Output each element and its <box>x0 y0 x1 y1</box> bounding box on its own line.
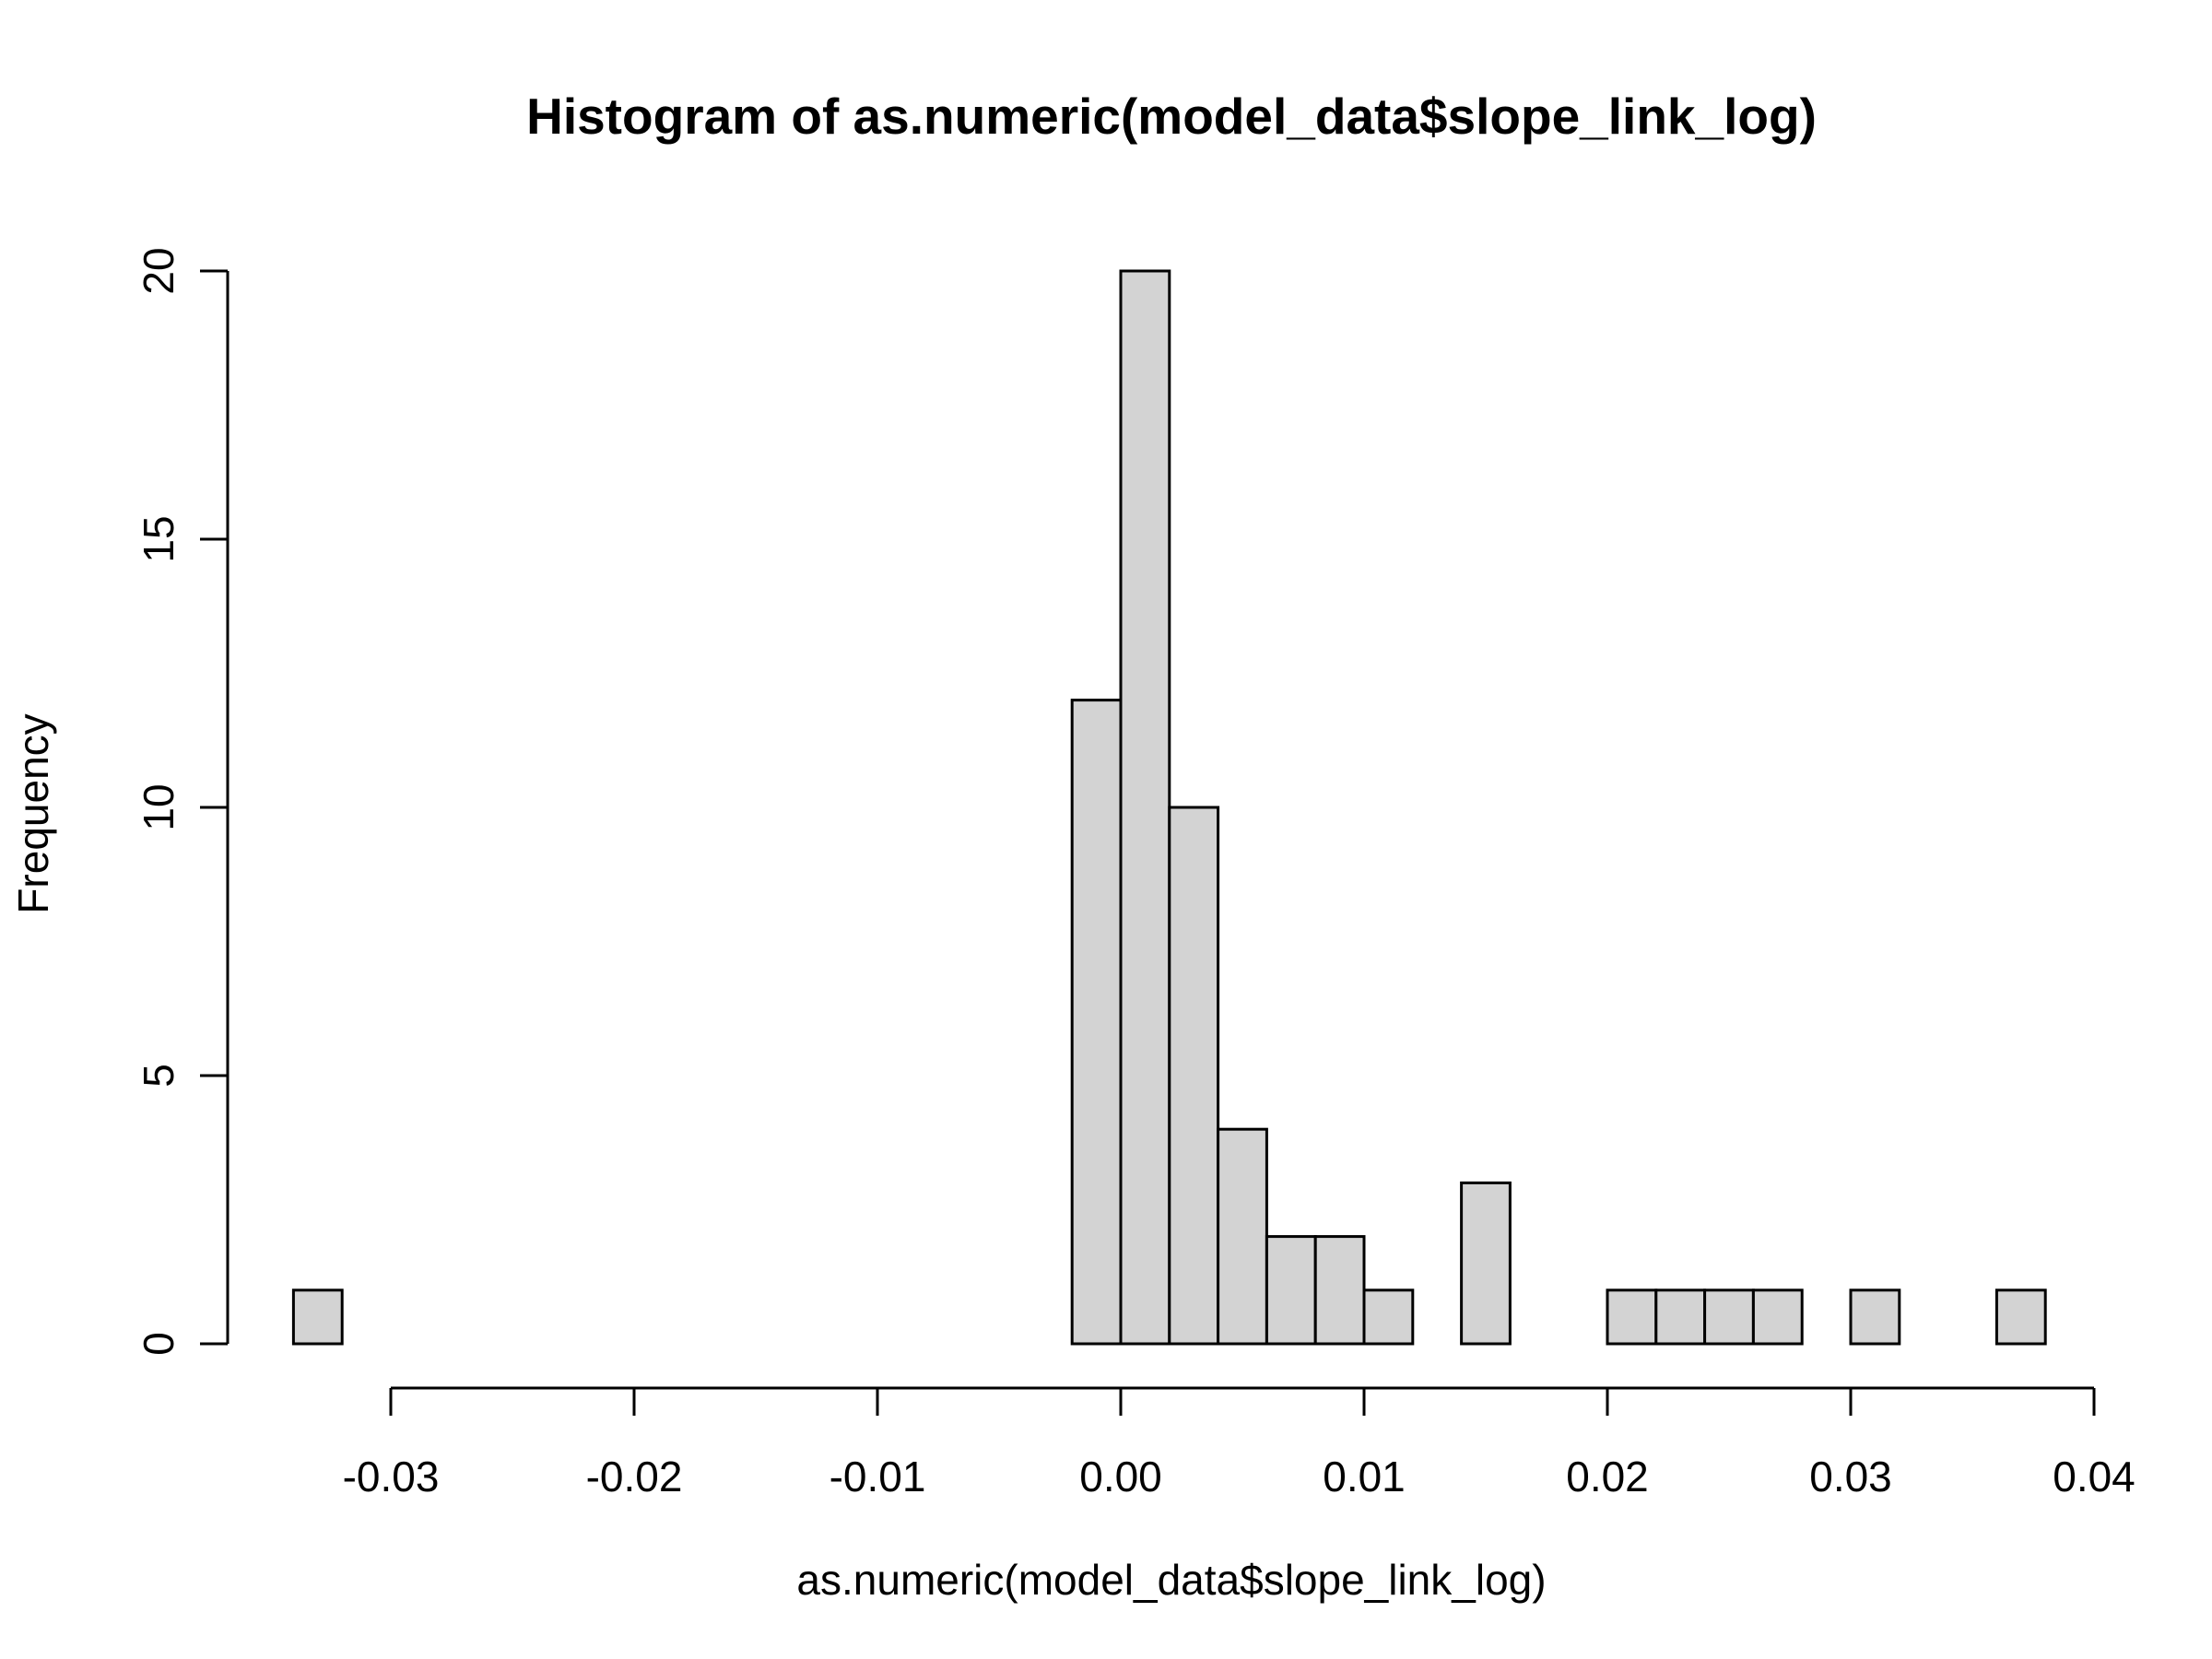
histogram-bar <box>1606 1288 1658 1346</box>
histogram-bar <box>1313 1235 1366 1346</box>
x-tick-label: -0.01 <box>830 1453 926 1500</box>
x-tick-label: 0.00 <box>1079 1453 1162 1500</box>
histogram-bar <box>1362 1288 1415 1346</box>
histogram-bar <box>1460 1181 1512 1346</box>
histogram-bar <box>1265 1235 1317 1346</box>
y-tick-label: 20 <box>135 247 182 294</box>
y-axis-label: Frequency <box>9 713 57 913</box>
x-axis: -0.03 -0.02 -0.01 0.00 0.01 0.02 0.03 0.04 <box>343 1386 2136 1500</box>
y-axis: 0 5 10 15 20 <box>135 247 229 1356</box>
histogram-bar <box>1654 1288 1707 1346</box>
histogram-bar <box>1070 699 1123 1346</box>
chart-title: Histogram of as.numeric(model_data$slope… <box>526 88 1817 145</box>
x-tick-label: -0.02 <box>586 1453 683 1500</box>
y-tick-label: 10 <box>135 783 182 830</box>
x-tick-label: 0.02 <box>1566 1453 1649 1500</box>
x-tick-label: 0.04 <box>2053 1453 2136 1500</box>
y-tick-label: 0 <box>135 1332 182 1356</box>
histogram-bar <box>1119 269 1171 1346</box>
histogram-bar <box>1849 1288 1901 1346</box>
histogram-bar <box>1751 1288 1804 1346</box>
bars-group <box>291 269 2047 1346</box>
x-tick-label: 0.03 <box>1809 1453 1892 1500</box>
x-tick-label: -0.03 <box>343 1453 440 1500</box>
histogram-bar <box>1994 1288 2047 1346</box>
histogram-bar <box>1168 806 1220 1346</box>
y-tick-label: 15 <box>135 515 182 562</box>
x-tick-label: 0.01 <box>1323 1453 1406 1500</box>
histogram-bar <box>1217 1127 1268 1346</box>
histogram-bar <box>291 1288 344 1346</box>
histogram-bar <box>1703 1288 1755 1346</box>
y-tick-label: 5 <box>135 1064 182 1088</box>
x-axis-label: as.numeric(model_data$slope_link_log) <box>796 1556 1546 1604</box>
